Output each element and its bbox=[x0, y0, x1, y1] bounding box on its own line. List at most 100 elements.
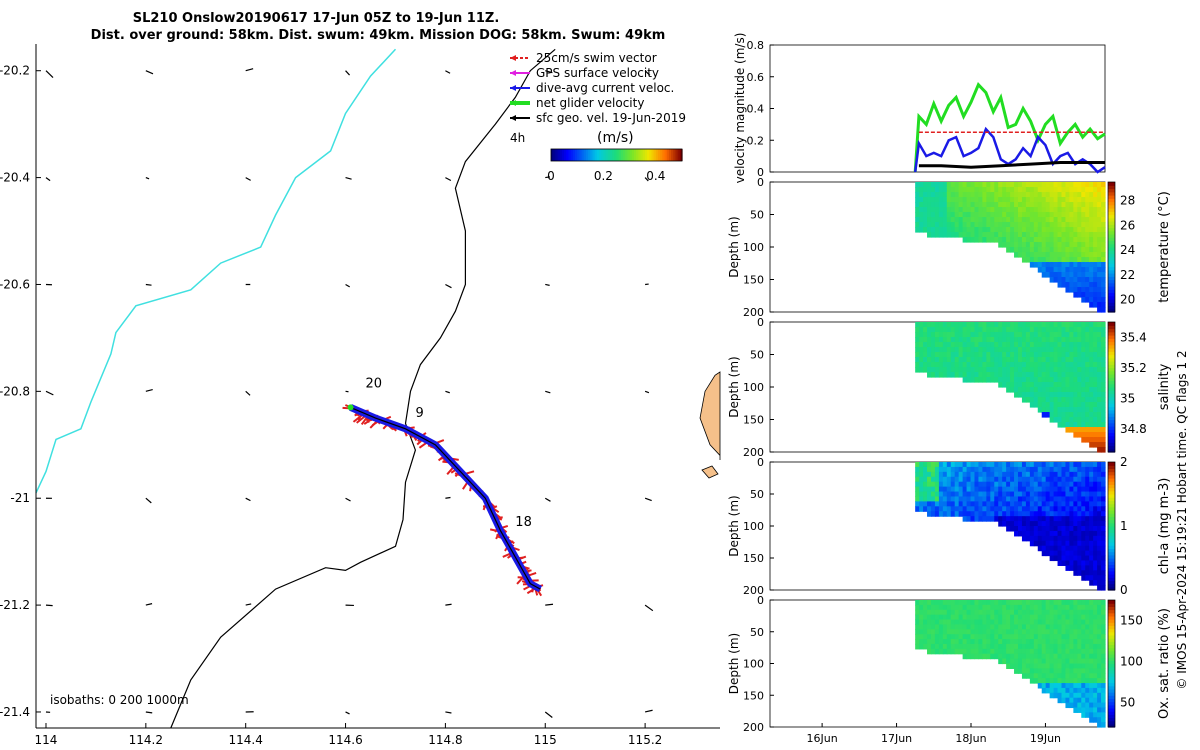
chl-a-heat-cell bbox=[923, 462, 928, 468]
chl-a-heat-cell bbox=[1093, 501, 1098, 507]
geo-velocity-arrow bbox=[145, 283, 152, 286]
temperature-heat-cell bbox=[915, 197, 920, 203]
temperature-heat-cell bbox=[986, 192, 991, 198]
oxygen-heat-cell bbox=[1025, 629, 1031, 635]
chl-a-heat-cell bbox=[1002, 521, 1007, 527]
temperature-heat-cell bbox=[1093, 252, 1098, 258]
temperature-heat-cell bbox=[1081, 257, 1086, 263]
oxygen-heat-cell bbox=[966, 624, 972, 630]
temperature-y-tick-label: 50 bbox=[750, 209, 764, 222]
temperature-heat-cell bbox=[1089, 227, 1094, 233]
chl-a-heat-cell bbox=[923, 471, 928, 478]
temperature-heat-cell bbox=[1081, 222, 1086, 228]
temperature-heat-cell bbox=[1021, 257, 1027, 263]
oxygen-heat-cell bbox=[1093, 639, 1098, 645]
oxygen-heat-cell bbox=[1002, 614, 1007, 621]
chl-a-heat-cell bbox=[946, 481, 952, 488]
chl-a-heat-cell bbox=[1010, 476, 1015, 483]
temperature-colorbar-segment bbox=[1108, 308, 1115, 313]
oxygen-heat-cell bbox=[1101, 673, 1106, 679]
chl-a-heat-cell bbox=[1014, 511, 1019, 517]
oxygen-colorbar-segment bbox=[1108, 600, 1115, 604]
salinity-heat-cell bbox=[978, 352, 983, 358]
salinity-heat-cell bbox=[1069, 427, 1074, 433]
temperature-heat-cell bbox=[958, 232, 964, 238]
oxygen-heat-cell bbox=[1049, 692, 1055, 699]
temperature-heat-cell bbox=[1061, 242, 1067, 248]
salinity-heat-cell bbox=[919, 367, 924, 373]
temperature-heat-cell bbox=[1081, 272, 1086, 278]
oxygen-heat-cell bbox=[998, 639, 1003, 645]
oxygen-heat-cell bbox=[966, 604, 972, 611]
chl-a-heat-cell bbox=[1025, 496, 1031, 502]
salinity-heat-cell bbox=[915, 352, 920, 358]
salinity-heat-cell bbox=[1057, 392, 1063, 398]
temperature-heat-cell bbox=[1061, 182, 1067, 188]
chl-a-heat-cell bbox=[1077, 550, 1082, 557]
salinity-heat-cell bbox=[1002, 372, 1007, 378]
oxygen-heat-cell bbox=[1029, 648, 1035, 655]
temperature-heat-cell bbox=[1049, 187, 1055, 193]
salinity-heat-cell bbox=[1021, 382, 1027, 388]
chl-a-heat-cell bbox=[1081, 540, 1086, 547]
temperature-heat-cell bbox=[1006, 247, 1011, 253]
temperature-heat-cell bbox=[1093, 267, 1098, 273]
chl-a-heat-cell bbox=[915, 471, 920, 478]
salinity-heat-cell bbox=[1101, 372, 1106, 378]
oxygen-colorbar-segment bbox=[1108, 644, 1115, 649]
chl-a-heat-cell bbox=[982, 462, 987, 468]
temperature-heat-cell bbox=[1002, 222, 1007, 228]
salinity-colorbar-segment bbox=[1108, 331, 1115, 336]
oxygen-heat-cell bbox=[1017, 653, 1023, 660]
chl-a-heat-cell bbox=[1069, 540, 1074, 547]
temperature-heat-cell bbox=[1021, 222, 1027, 228]
temperature-heat-cell bbox=[1006, 222, 1011, 228]
chl-a-heat-cell bbox=[986, 462, 991, 468]
oxygen-heat-cell bbox=[1097, 604, 1102, 611]
salinity-heat-cell bbox=[1073, 367, 1078, 373]
salinity-heat-cell bbox=[930, 372, 936, 378]
oxygen-heat-cell bbox=[1014, 663, 1019, 669]
oxygen-heat-cell bbox=[1069, 692, 1074, 699]
temperature-heat-cell bbox=[1025, 207, 1031, 213]
chl-a-colorbar-segment bbox=[1108, 554, 1115, 559]
oxygen-heat-cell bbox=[1073, 692, 1078, 699]
chl-a-heat-cell bbox=[1017, 511, 1023, 517]
oxygen-heat-cell bbox=[946, 614, 952, 621]
temperature-heat-cell bbox=[1061, 192, 1067, 198]
salinity-heat-cell bbox=[1089, 402, 1094, 408]
salinity-heat-cell bbox=[1010, 377, 1015, 383]
temperature-heat-cell bbox=[1101, 252, 1106, 258]
oxygen-heat-cell bbox=[1041, 668, 1047, 674]
chl-a-heat-cell bbox=[1053, 466, 1059, 473]
salinity-heat-cell bbox=[958, 327, 964, 333]
temperature-heat-cell bbox=[1045, 217, 1051, 223]
chl-a-heat-cell bbox=[958, 476, 964, 483]
chl-a-heat-cell bbox=[938, 486, 944, 493]
salinity-heat-cell bbox=[962, 337, 968, 343]
oxygen-heat-cell bbox=[1033, 614, 1039, 621]
chl-a-heat-cell bbox=[1101, 501, 1106, 507]
temperature-heat-cell bbox=[1093, 197, 1098, 203]
temperature-heat-cell bbox=[1085, 297, 1090, 303]
oxygen-colorbar-label: Ox. sat. ratio (%) bbox=[1157, 608, 1172, 719]
oxygen-heat-cell bbox=[1081, 683, 1086, 689]
temperature-heat-cell bbox=[934, 217, 940, 223]
temperature-heat-cell bbox=[1073, 247, 1078, 253]
salinity-heat-cell bbox=[938, 372, 944, 378]
salinity-heat-cell bbox=[1081, 407, 1086, 413]
oxygen-heat-cell bbox=[1029, 653, 1035, 660]
map-colorbar-segment bbox=[664, 149, 668, 161]
temperature-heat-cell bbox=[1021, 242, 1027, 248]
chl-a-heat-cell bbox=[998, 486, 1003, 493]
oxygen-heat-cell bbox=[919, 619, 924, 626]
oxygen-heat-cell bbox=[946, 619, 952, 626]
oxygen-colorbar bbox=[1107, 599, 1116, 728]
chl-a-heat-cell bbox=[970, 481, 976, 488]
temperature-heat-cell bbox=[1029, 222, 1035, 228]
temperature-heat-cell bbox=[1081, 187, 1086, 193]
temperature-heat-cell bbox=[966, 182, 972, 188]
oxygen-heat-cell bbox=[1025, 673, 1031, 679]
salinity-heat-cell bbox=[990, 357, 995, 363]
temperature-heat-cell bbox=[1061, 232, 1067, 238]
